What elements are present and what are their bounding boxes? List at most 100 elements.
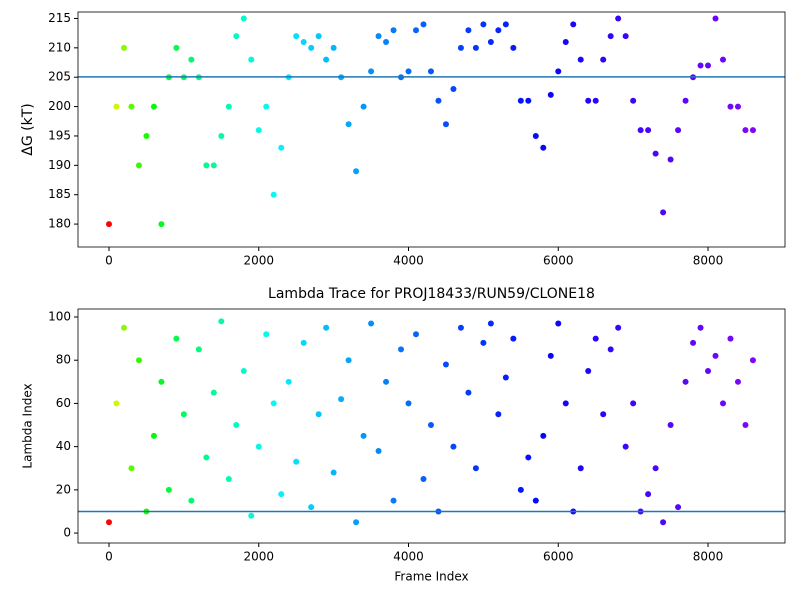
point xyxy=(600,411,607,418)
point xyxy=(315,411,322,418)
point xyxy=(682,97,689,104)
point xyxy=(660,519,667,526)
point xyxy=(300,38,307,45)
point xyxy=(749,127,756,134)
point xyxy=(450,443,457,450)
y-tick-label: 210 xyxy=(48,40,71,54)
point xyxy=(390,497,397,504)
point xyxy=(173,44,180,51)
point xyxy=(525,97,532,104)
point xyxy=(240,368,247,375)
point xyxy=(293,33,300,40)
point xyxy=(383,378,390,385)
y-tick-label: 100 xyxy=(48,309,71,323)
point xyxy=(270,400,277,407)
point xyxy=(218,318,225,325)
y-tick-label: 200 xyxy=(48,99,71,113)
point xyxy=(375,447,382,454)
y-tick-label: 205 xyxy=(48,70,71,84)
point xyxy=(495,411,502,418)
point xyxy=(652,150,659,157)
point xyxy=(113,103,120,110)
x-tick-label: 8000 xyxy=(693,550,724,564)
point xyxy=(188,497,195,504)
x-tick-label: 2000 xyxy=(243,550,274,564)
y-tick-label: 80 xyxy=(56,353,71,367)
point xyxy=(188,56,195,63)
point xyxy=(562,400,569,407)
point xyxy=(442,121,449,128)
point xyxy=(472,465,479,472)
point xyxy=(195,346,202,353)
point xyxy=(540,144,547,151)
point xyxy=(525,454,532,461)
point xyxy=(570,21,577,28)
point xyxy=(615,324,622,331)
point xyxy=(405,400,412,407)
point xyxy=(427,422,434,429)
point xyxy=(390,27,397,34)
point xyxy=(517,97,524,104)
plot-area xyxy=(78,318,785,526)
point xyxy=(360,103,367,110)
x-tick-label: 0 xyxy=(105,254,113,268)
point xyxy=(495,27,502,34)
point xyxy=(532,497,539,504)
point xyxy=(420,21,427,28)
point xyxy=(637,127,644,134)
point xyxy=(585,97,592,104)
point xyxy=(315,33,322,40)
point xyxy=(338,396,345,403)
point xyxy=(383,38,390,45)
point xyxy=(135,162,142,169)
point xyxy=(450,85,457,92)
point xyxy=(105,519,112,526)
point xyxy=(375,33,382,40)
point xyxy=(592,335,599,342)
point xyxy=(502,374,509,381)
point xyxy=(532,132,539,139)
point xyxy=(330,44,337,51)
point xyxy=(615,15,622,22)
point xyxy=(630,400,637,407)
point xyxy=(472,44,479,51)
x-axis-label: Frame Index xyxy=(394,570,468,584)
x-tick-label: 8000 xyxy=(693,254,724,268)
point xyxy=(742,422,749,429)
point xyxy=(517,486,524,493)
point xyxy=(727,103,734,110)
point xyxy=(353,168,360,175)
point xyxy=(547,91,554,98)
point xyxy=(345,121,352,128)
point xyxy=(607,346,614,353)
y-tick-label: 190 xyxy=(48,158,71,172)
point xyxy=(697,324,704,331)
point xyxy=(255,127,262,134)
point xyxy=(120,324,127,331)
point xyxy=(278,491,285,498)
point xyxy=(225,476,232,483)
x-tick-label: 6000 xyxy=(543,550,574,564)
point xyxy=(128,465,135,472)
point xyxy=(293,458,300,465)
y-tick-label: 40 xyxy=(56,439,71,453)
point xyxy=(248,512,255,519)
point xyxy=(652,465,659,472)
point xyxy=(173,335,180,342)
point xyxy=(510,44,517,51)
point xyxy=(727,335,734,342)
point xyxy=(705,368,712,375)
x-tick-label: 4000 xyxy=(393,254,424,268)
point xyxy=(158,378,165,385)
point xyxy=(487,320,494,327)
point xyxy=(285,378,292,385)
point xyxy=(577,56,584,63)
point xyxy=(180,411,187,418)
point xyxy=(622,33,629,40)
point xyxy=(630,97,637,104)
point xyxy=(300,339,307,346)
point xyxy=(622,443,629,450)
point xyxy=(427,68,434,75)
point xyxy=(165,486,172,493)
point xyxy=(278,144,285,151)
